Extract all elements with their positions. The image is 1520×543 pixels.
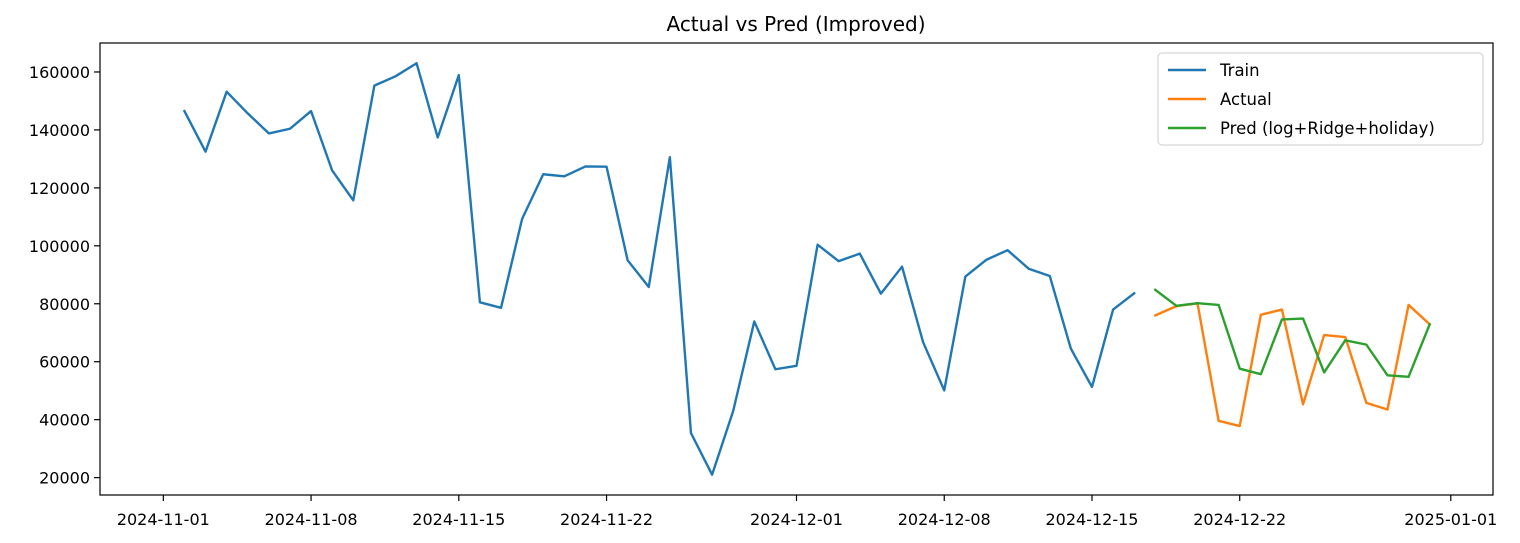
legend: Train Actual Pred (log+Ridge+holiday) [1157, 52, 1484, 146]
x-tick-label: 2024-12-08 [898, 510, 991, 529]
y-tick-label: 40000 [39, 411, 90, 430]
series-layer [182, 62, 1432, 476]
y-tick-label: 120000 [29, 179, 90, 198]
series-line-1 [1153, 302, 1432, 428]
y-tick-label: 160000 [29, 63, 90, 82]
x-tick-label: 2024-11-01 [117, 510, 210, 529]
x-tick-label: 2024-12-01 [750, 510, 843, 529]
y-tick-label: 20000 [39, 469, 90, 488]
legend-label-2: Pred (log+Ridge+holiday) [1220, 119, 1435, 138]
y-tick-label: 140000 [29, 121, 90, 140]
legend-box [1157, 52, 1484, 146]
chart-title: Actual vs Pred (Improved) [666, 12, 925, 36]
y-tick-label: 60000 [39, 353, 90, 372]
x-tick-label: 2024-12-15 [1045, 510, 1138, 529]
x-tick-label: 2024-11-15 [412, 510, 505, 529]
y-tick-label: 80000 [39, 295, 90, 314]
x-tick-label: 2024-12-22 [1193, 510, 1286, 529]
legend-label-1: Actual [1220, 90, 1272, 109]
x-tick-label: 2024-11-08 [265, 510, 358, 529]
legend-items: Train Actual Pred (log+Ridge+holiday) [1168, 61, 1435, 138]
x-tick-label: 2024-11-22 [560, 510, 653, 529]
y-tick-label: 100000 [29, 237, 90, 256]
x-tick-label: 2025-01-01 [1404, 510, 1497, 529]
series-line-0 [182, 62, 1136, 476]
x-axis: 2024-11-01 2024-11-08 2024-11-15 2024-11-22… [117, 495, 1497, 529]
legend-label-0: Train [1219, 61, 1260, 80]
series-line-2 [1153, 288, 1432, 378]
y-axis: 20000 40000 60000 80000 100000 120000 140000 16… [29, 63, 100, 488]
